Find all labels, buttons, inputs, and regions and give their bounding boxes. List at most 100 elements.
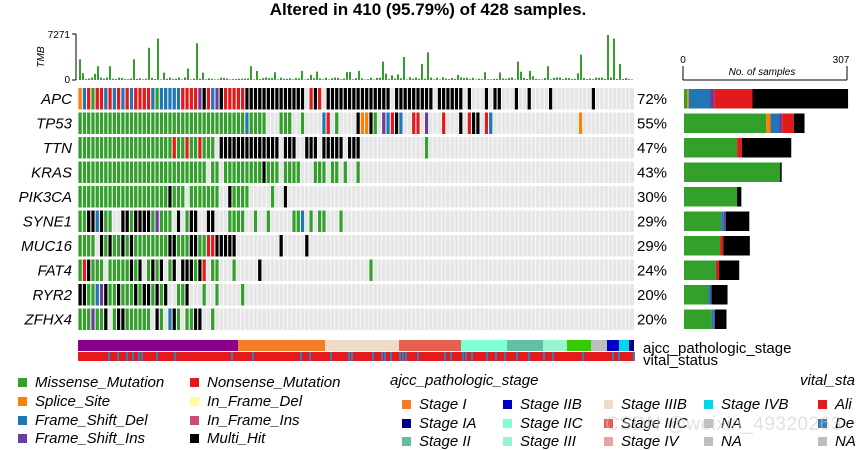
mutation-cell — [262, 137, 265, 159]
mutation-cell — [83, 211, 86, 233]
mutation-cell — [305, 235, 308, 257]
mutation-cell — [134, 284, 137, 306]
mutation-cell — [237, 88, 240, 110]
mutation-cell — [314, 137, 317, 159]
sample-count-axis: 0 307 No. of samples — [680, 55, 850, 80]
mutation-cell — [215, 113, 218, 135]
tmb-bar — [79, 59, 81, 80]
mutation-cell — [215, 88, 218, 110]
mutation-cell — [108, 137, 111, 159]
gene-label: RYR2 — [33, 287, 73, 304]
mutation-cell — [493, 88, 496, 110]
mutation-cell — [173, 260, 176, 282]
tmb-bar — [421, 64, 423, 80]
tmb-bar — [256, 71, 258, 80]
mutation-cell — [198, 162, 201, 184]
tmb-bar — [511, 77, 513, 80]
tmb-bar — [259, 79, 261, 80]
mutation-cell — [254, 162, 257, 184]
gene-bars — [684, 89, 848, 329]
vital-cell — [582, 352, 584, 361]
tmb-bar — [361, 78, 363, 80]
gene-bar-segment — [771, 114, 779, 134]
tmb-bar — [94, 74, 96, 80]
mutation-cell — [382, 113, 385, 135]
mutation-cell — [314, 162, 317, 184]
tmb-bar — [469, 79, 471, 80]
mutation-cell — [177, 284, 180, 306]
vital-cell — [462, 352, 464, 361]
tmb-bar — [490, 79, 492, 80]
tmb-bar — [436, 78, 438, 80]
tmb-bar — [112, 79, 114, 80]
vital-cell — [399, 352, 401, 361]
stage-block — [399, 340, 461, 351]
mutation-cell — [126, 113, 129, 135]
tmb-bar — [208, 78, 210, 80]
mutation-cell — [173, 137, 176, 159]
tmb-bar — [151, 78, 153, 80]
tmb-bar — [103, 79, 105, 80]
mutation-cell — [211, 211, 214, 233]
mutation-cell — [207, 113, 210, 135]
mutation-cell — [113, 137, 116, 159]
mutation-cell — [104, 113, 107, 135]
mutation-cell — [177, 235, 180, 257]
mutation-cell — [335, 88, 338, 110]
gene-percents: 72%55%47%43%30%29%29%24%20%20% — [637, 91, 667, 329]
mutation-cell — [138, 211, 141, 233]
mutation-cell — [130, 309, 133, 331]
gene-bar-segment — [684, 212, 721, 232]
mutation-cell — [459, 88, 462, 110]
mutation-cell — [309, 211, 312, 233]
mutation-cell — [237, 211, 240, 233]
tmb-bar — [463, 78, 465, 80]
mutation-cell — [250, 162, 253, 184]
legend-stage-ii: Stage II — [402, 433, 471, 450]
mutation-cell — [117, 137, 120, 159]
mutation-cell — [203, 88, 206, 110]
tmb-bar — [388, 79, 390, 80]
mutation-cell — [79, 186, 82, 208]
tmb-bar — [238, 79, 240, 80]
tmb-bar — [586, 79, 588, 80]
bar-axis-label: No. of samples — [729, 67, 796, 78]
mutation-cell — [220, 137, 223, 159]
mutation-cell — [113, 186, 116, 208]
stage-block — [543, 340, 567, 351]
mutation-cell — [121, 137, 124, 159]
mutation-cell — [425, 137, 428, 159]
mutation-cell — [143, 113, 146, 135]
tmb-bar — [172, 79, 174, 80]
mutation-cell — [425, 113, 428, 135]
legend-item-multi-hit: Multi_Hit — [190, 430, 265, 447]
mutation-cell — [224, 113, 227, 135]
mutation-cell — [224, 162, 227, 184]
mutation-cell — [309, 88, 312, 110]
mutation-cell — [254, 137, 257, 159]
tmb-bar — [385, 74, 387, 80]
gene-bar-segment — [684, 187, 737, 207]
mutation-cell — [357, 113, 360, 135]
mutation-cell — [100, 284, 103, 306]
mutation-cell — [459, 113, 462, 135]
mutation-cell — [211, 186, 214, 208]
mutation-cell — [280, 235, 283, 257]
mutation-cell — [83, 162, 86, 184]
mutation-cell — [79, 235, 82, 257]
stage-block — [461, 340, 507, 351]
tmb-bar — [220, 78, 222, 80]
mutation-cell — [245, 88, 248, 110]
mutation-cell — [155, 284, 158, 306]
tmb-bar — [307, 79, 309, 80]
tmb-bar — [499, 72, 501, 80]
mutation-cell — [104, 186, 107, 208]
tmb-bar — [472, 78, 474, 80]
gene-label: TP53 — [36, 116, 73, 133]
mutation-cell — [348, 88, 351, 110]
mutation-cell — [177, 162, 180, 184]
mutation-cell — [549, 88, 552, 110]
mutation-cell — [155, 88, 158, 110]
mutation-cell — [147, 235, 150, 257]
mutation-cell — [262, 113, 265, 135]
